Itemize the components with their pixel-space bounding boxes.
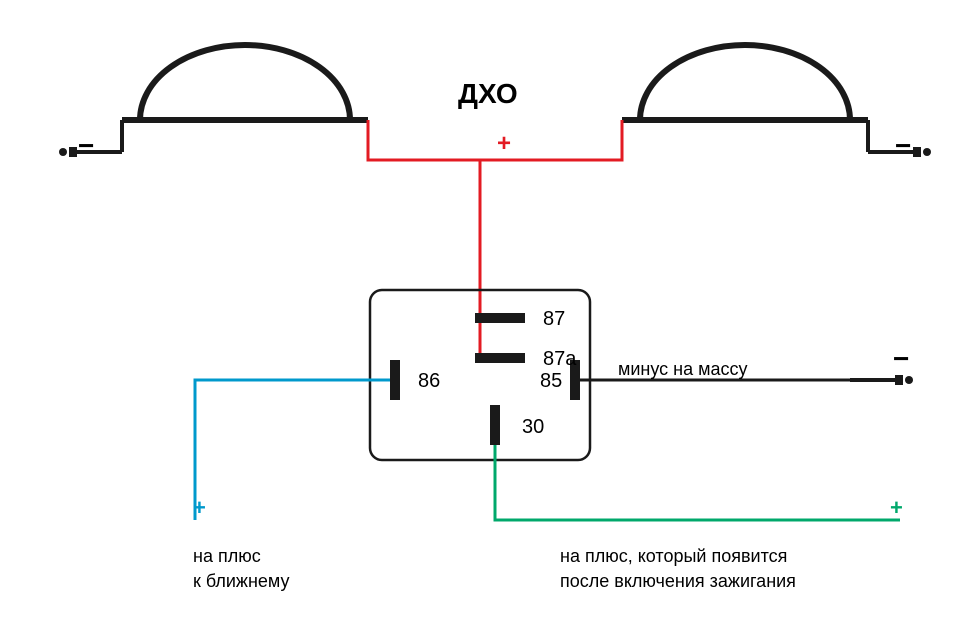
left-desc2: к ближнему xyxy=(193,570,290,593)
mass-minus-label: − xyxy=(893,343,909,375)
left-desc1: на плюс xyxy=(193,545,261,568)
pin-87-label: 87 xyxy=(543,308,565,331)
right-desc1: на плюс, который появится xyxy=(560,545,787,568)
right-desc2: после включения зажигания xyxy=(560,570,796,593)
wiring-diagram: ДХО + − − 87 87а 86 85 30 минус на массу… xyxy=(0,0,960,640)
pin-86-label: 86 xyxy=(418,370,440,393)
red-plus-label: + xyxy=(497,130,511,158)
pin-87a-label: 87а xyxy=(543,348,576,371)
right-minus-label: − xyxy=(895,130,911,162)
mass-label: минус на массу xyxy=(618,358,748,381)
blue-plus-label: + xyxy=(193,495,206,521)
pin-85-label: 85 xyxy=(540,370,562,393)
pin-30-label: 30 xyxy=(522,416,544,439)
left-minus-label: − xyxy=(78,130,94,162)
title-label: ДХО xyxy=(458,78,518,110)
green-plus-label: + xyxy=(890,495,903,521)
